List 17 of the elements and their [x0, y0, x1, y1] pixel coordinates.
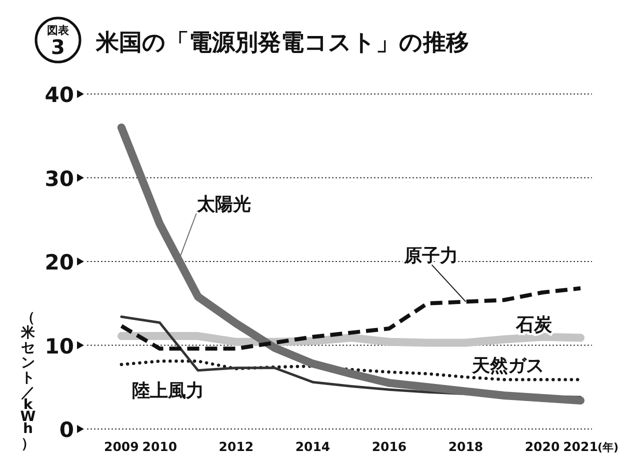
x-axis-title: (年): [598, 441, 619, 454]
x-tick-label: 2012: [218, 439, 254, 454]
y-tick-label: 30: [44, 166, 74, 191]
chart-title: 米国の「電源別発電コスト」の推移: [95, 30, 469, 56]
y-tick-label: 40: [44, 83, 74, 107]
y-tick-label: 0: [59, 418, 74, 442]
x-tick-label: 2009: [104, 439, 139, 454]
y-tick-label: 20: [44, 250, 74, 274]
y-tick-label: 10: [44, 334, 74, 358]
x-tick-label: 2020: [524, 439, 560, 454]
badge: 図表3: [34, 16, 82, 64]
x-tick-label: 2021: [563, 439, 598, 454]
x-tick-label: 2014: [295, 439, 330, 454]
x-tick-label: 2010: [142, 439, 178, 454]
x-tick-label: 2018: [448, 439, 484, 454]
x-tick-label: 2016: [372, 439, 407, 454]
text: （米セント／kWh）: [20, 310, 36, 452]
